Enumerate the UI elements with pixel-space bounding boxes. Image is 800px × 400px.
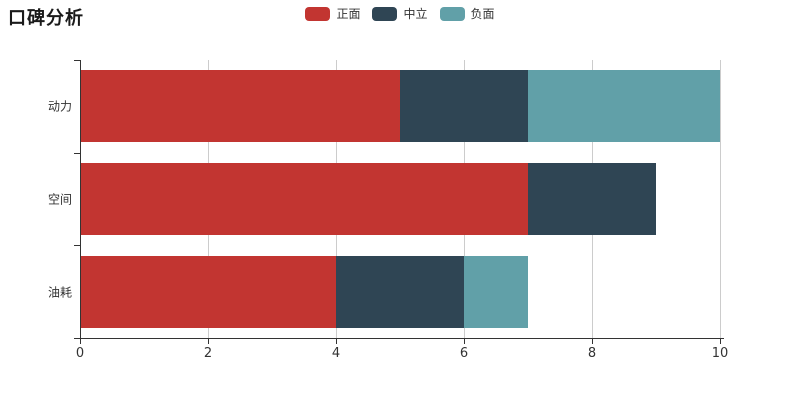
legend-label: 中立 xyxy=(403,7,428,21)
x-axis-tick xyxy=(464,338,465,344)
chart-legend: 正面 中立 负面 xyxy=(0,5,800,22)
x-axis-tick xyxy=(336,338,337,344)
x-axis-tick xyxy=(592,338,593,344)
y-axis-tick xyxy=(74,152,80,154)
bar-segment-油耗-正面[interactable] xyxy=(80,255,336,328)
legend-marker-swatch xyxy=(439,6,465,21)
y-axis-tick xyxy=(74,338,80,339)
legend-item-中立[interactable]: 中立 xyxy=(372,5,428,22)
chart-title: 口碑分析 xyxy=(8,8,84,29)
y-axis-tick xyxy=(74,245,80,247)
x-axis-tick-label-6: 6 xyxy=(459,346,469,361)
x-axis-line xyxy=(80,338,724,339)
legend-item-正面[interactable]: 正面 xyxy=(305,5,360,22)
y-axis-label-空间: 空间 xyxy=(47,192,72,207)
x-axis-tick-label-10: 10 xyxy=(711,346,729,361)
x-axis-tick xyxy=(208,338,209,344)
bar-segment-动力-负面[interactable] xyxy=(528,70,720,143)
legend-marker-swatch xyxy=(305,6,331,21)
bar-segment-空间-中立[interactable] xyxy=(528,163,656,235)
x-axis-tick-label-2: 2 xyxy=(203,346,213,361)
y-axis-tick xyxy=(74,60,80,61)
bar-segment-动力-正面[interactable] xyxy=(80,70,400,143)
legend-label: 正面 xyxy=(336,7,361,21)
legend-marker-swatch xyxy=(372,6,398,21)
grid-line-x-10 xyxy=(720,60,721,338)
bar-segment-油耗-负面[interactable] xyxy=(464,255,528,328)
x-axis-tick xyxy=(720,338,721,344)
x-axis-tick-label-0: 0 xyxy=(75,346,85,361)
y-axis-line xyxy=(80,60,81,339)
x-axis-tick-label-4: 4 xyxy=(331,346,341,361)
bar-segment-空间-正面[interactable] xyxy=(80,163,528,235)
bar-segment-动力-中立[interactable] xyxy=(400,70,528,143)
x-axis-tick-label-8: 8 xyxy=(587,346,597,361)
y-axis-label-动力: 动力 xyxy=(47,99,72,114)
y-axis-label-油耗: 油耗 xyxy=(47,285,72,300)
legend-item-负面[interactable]: 负面 xyxy=(439,5,495,22)
x-axis-tick xyxy=(80,338,81,344)
legend-label: 负面 xyxy=(470,7,495,21)
bar-segment-油耗-中立[interactable] xyxy=(336,255,464,328)
